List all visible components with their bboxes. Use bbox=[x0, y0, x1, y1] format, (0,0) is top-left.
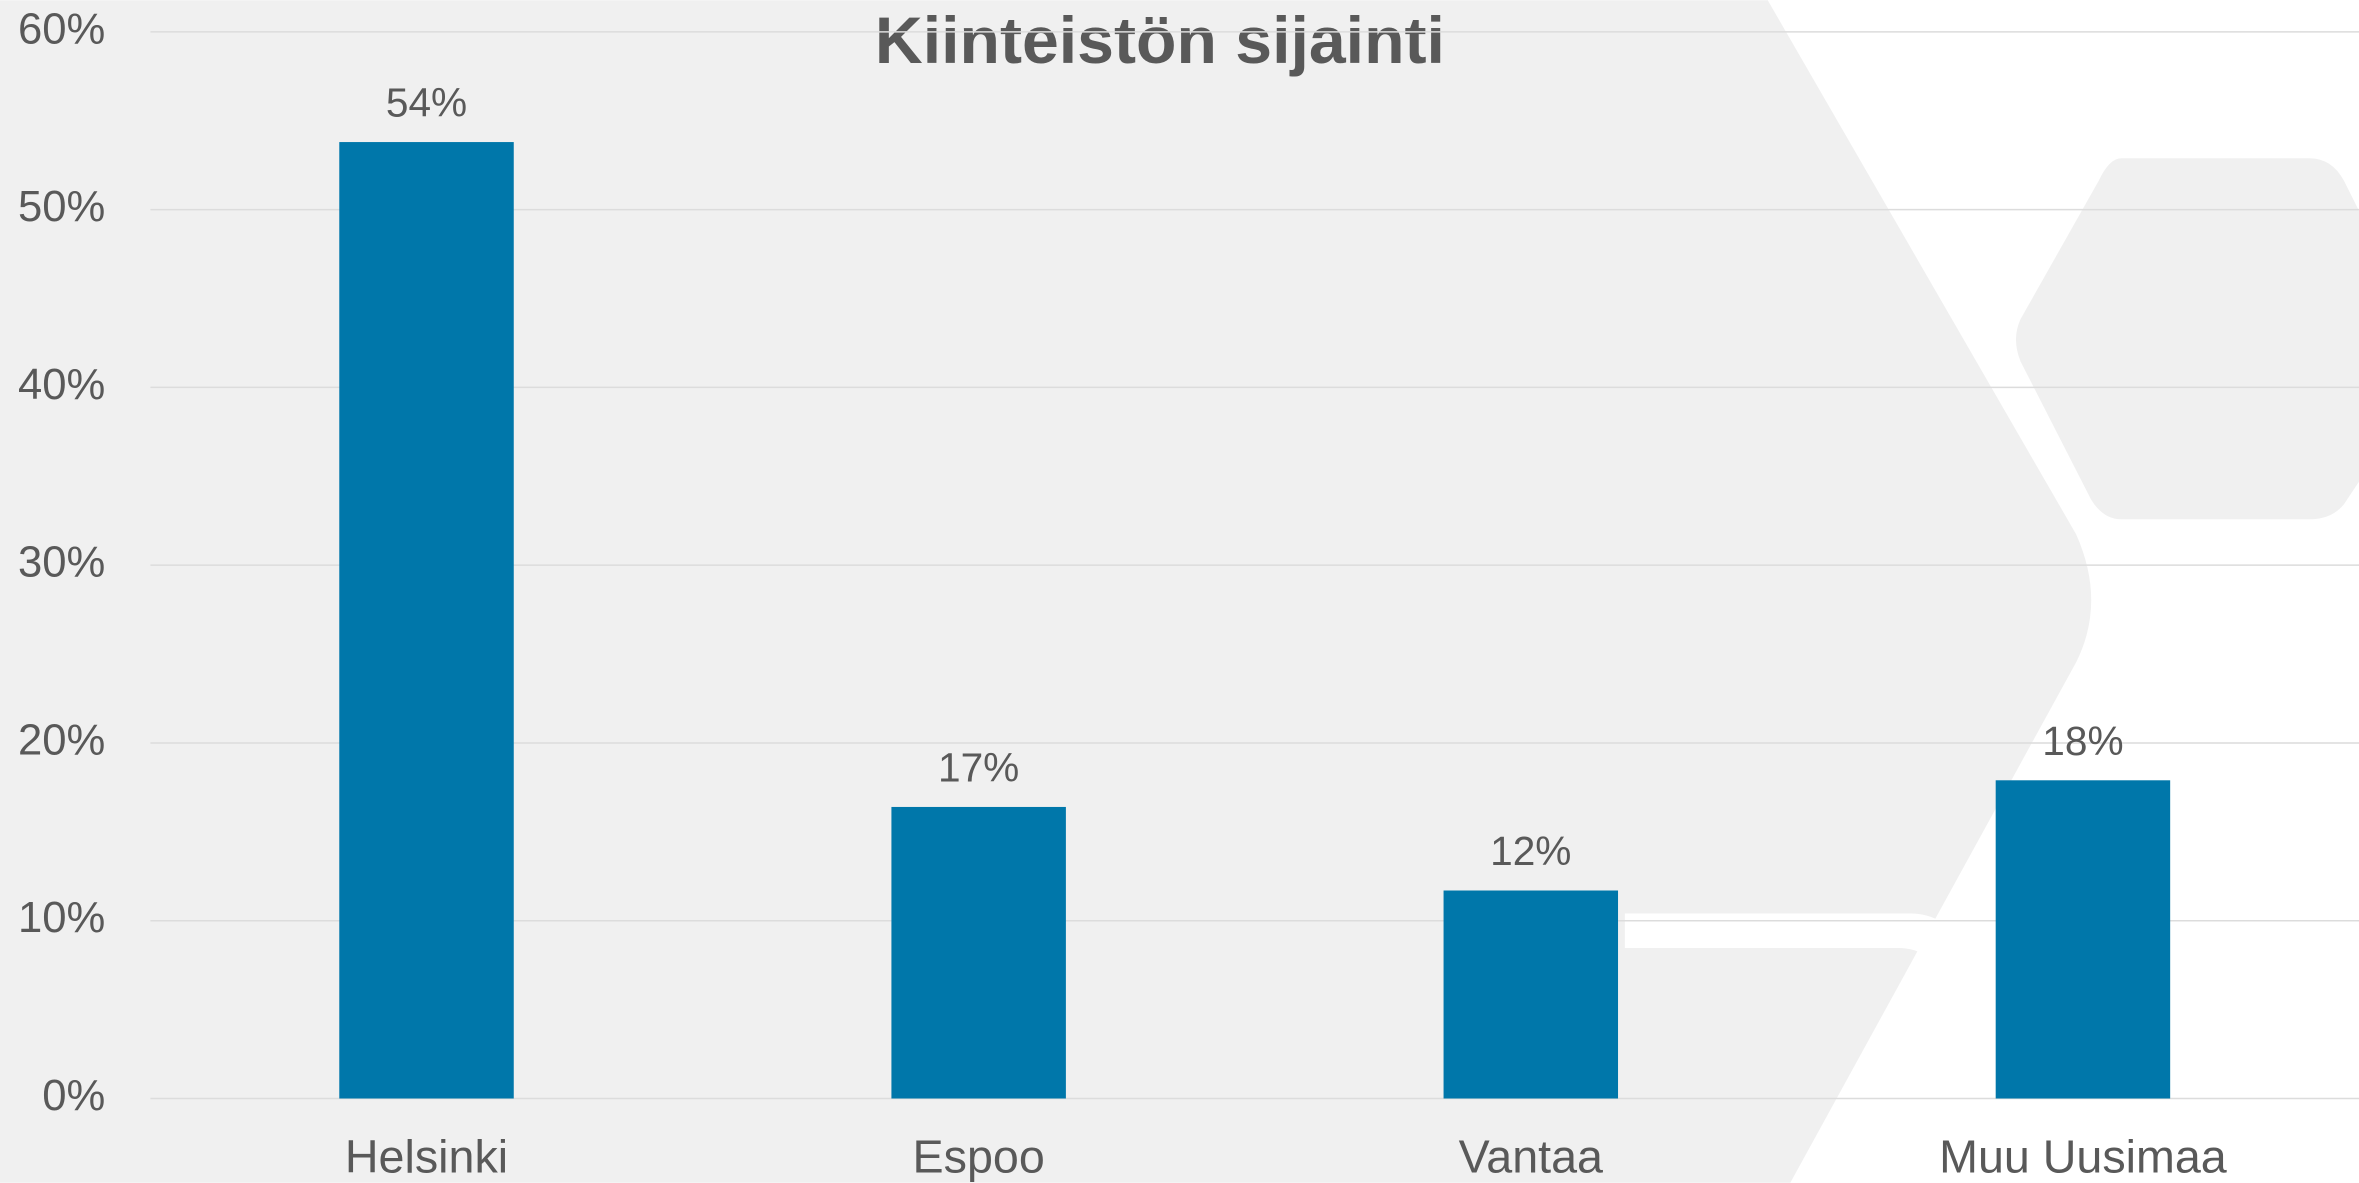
y-tick-label: 40% bbox=[18, 361, 105, 409]
y-tick-label: 20% bbox=[18, 716, 105, 764]
y-tick-label: 0% bbox=[42, 1072, 105, 1120]
background-hexagon bbox=[2015, 158, 2359, 520]
x-tick-label: Muu Uusimaa bbox=[1939, 1130, 2227, 1182]
bar bbox=[339, 142, 514, 1099]
value-label: 18% bbox=[2042, 718, 2123, 764]
bar bbox=[1443, 890, 1619, 1099]
value-label: 12% bbox=[1490, 828, 1571, 874]
chart-title: Kiinteistön sijainti bbox=[875, 4, 1445, 78]
x-tick-label: Helsinki bbox=[345, 1130, 508, 1182]
value-label: 54% bbox=[386, 80, 467, 126]
bar bbox=[1995, 780, 2171, 1099]
background-shape bbox=[0, 0, 2092, 1183]
x-tick-label: Vantaa bbox=[1459, 1130, 1603, 1182]
x-tick-label: Espoo bbox=[913, 1130, 1045, 1182]
y-tick-label: 10% bbox=[18, 894, 105, 942]
bar bbox=[891, 806, 1066, 1099]
y-tick-label: 30% bbox=[18, 539, 105, 587]
y-tick-label: 50% bbox=[18, 183, 105, 231]
y-tick-label: 60% bbox=[18, 5, 105, 53]
value-label: 17% bbox=[938, 745, 1019, 791]
